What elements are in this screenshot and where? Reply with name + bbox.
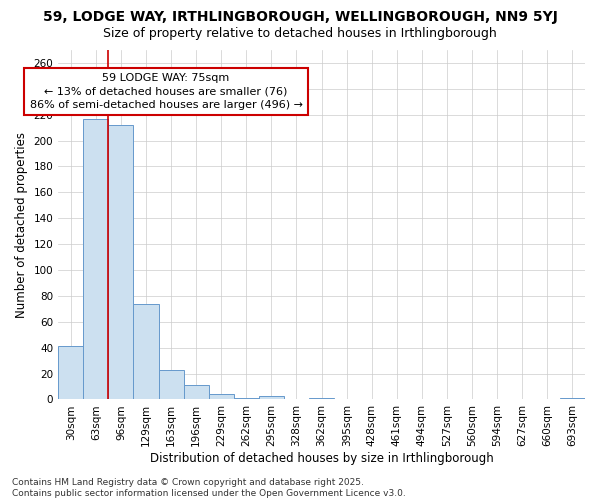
Bar: [209, 394, 234, 400]
Bar: [184, 385, 209, 400]
Bar: [309, 398, 334, 400]
Text: 59, LODGE WAY, IRTHLINGBOROUGH, WELLINGBOROUGH, NN9 5YJ: 59, LODGE WAY, IRTHLINGBOROUGH, WELLINGB…: [43, 10, 557, 24]
Bar: [158, 370, 184, 400]
Y-axis label: Number of detached properties: Number of detached properties: [15, 132, 28, 318]
Bar: [109, 125, 133, 400]
Bar: [560, 398, 585, 400]
Text: Contains HM Land Registry data © Crown copyright and database right 2025.
Contai: Contains HM Land Registry data © Crown c…: [12, 478, 406, 498]
Text: 59 LODGE WAY: 75sqm
← 13% of detached houses are smaller (76)
86% of semi-detach: 59 LODGE WAY: 75sqm ← 13% of detached ho…: [29, 74, 302, 110]
Bar: [234, 398, 259, 400]
Bar: [58, 346, 83, 400]
Bar: [259, 396, 284, 400]
Bar: [133, 304, 158, 400]
X-axis label: Distribution of detached houses by size in Irthlingborough: Distribution of detached houses by size …: [150, 452, 493, 465]
Text: Size of property relative to detached houses in Irthlingborough: Size of property relative to detached ho…: [103, 28, 497, 40]
Bar: [83, 118, 109, 400]
